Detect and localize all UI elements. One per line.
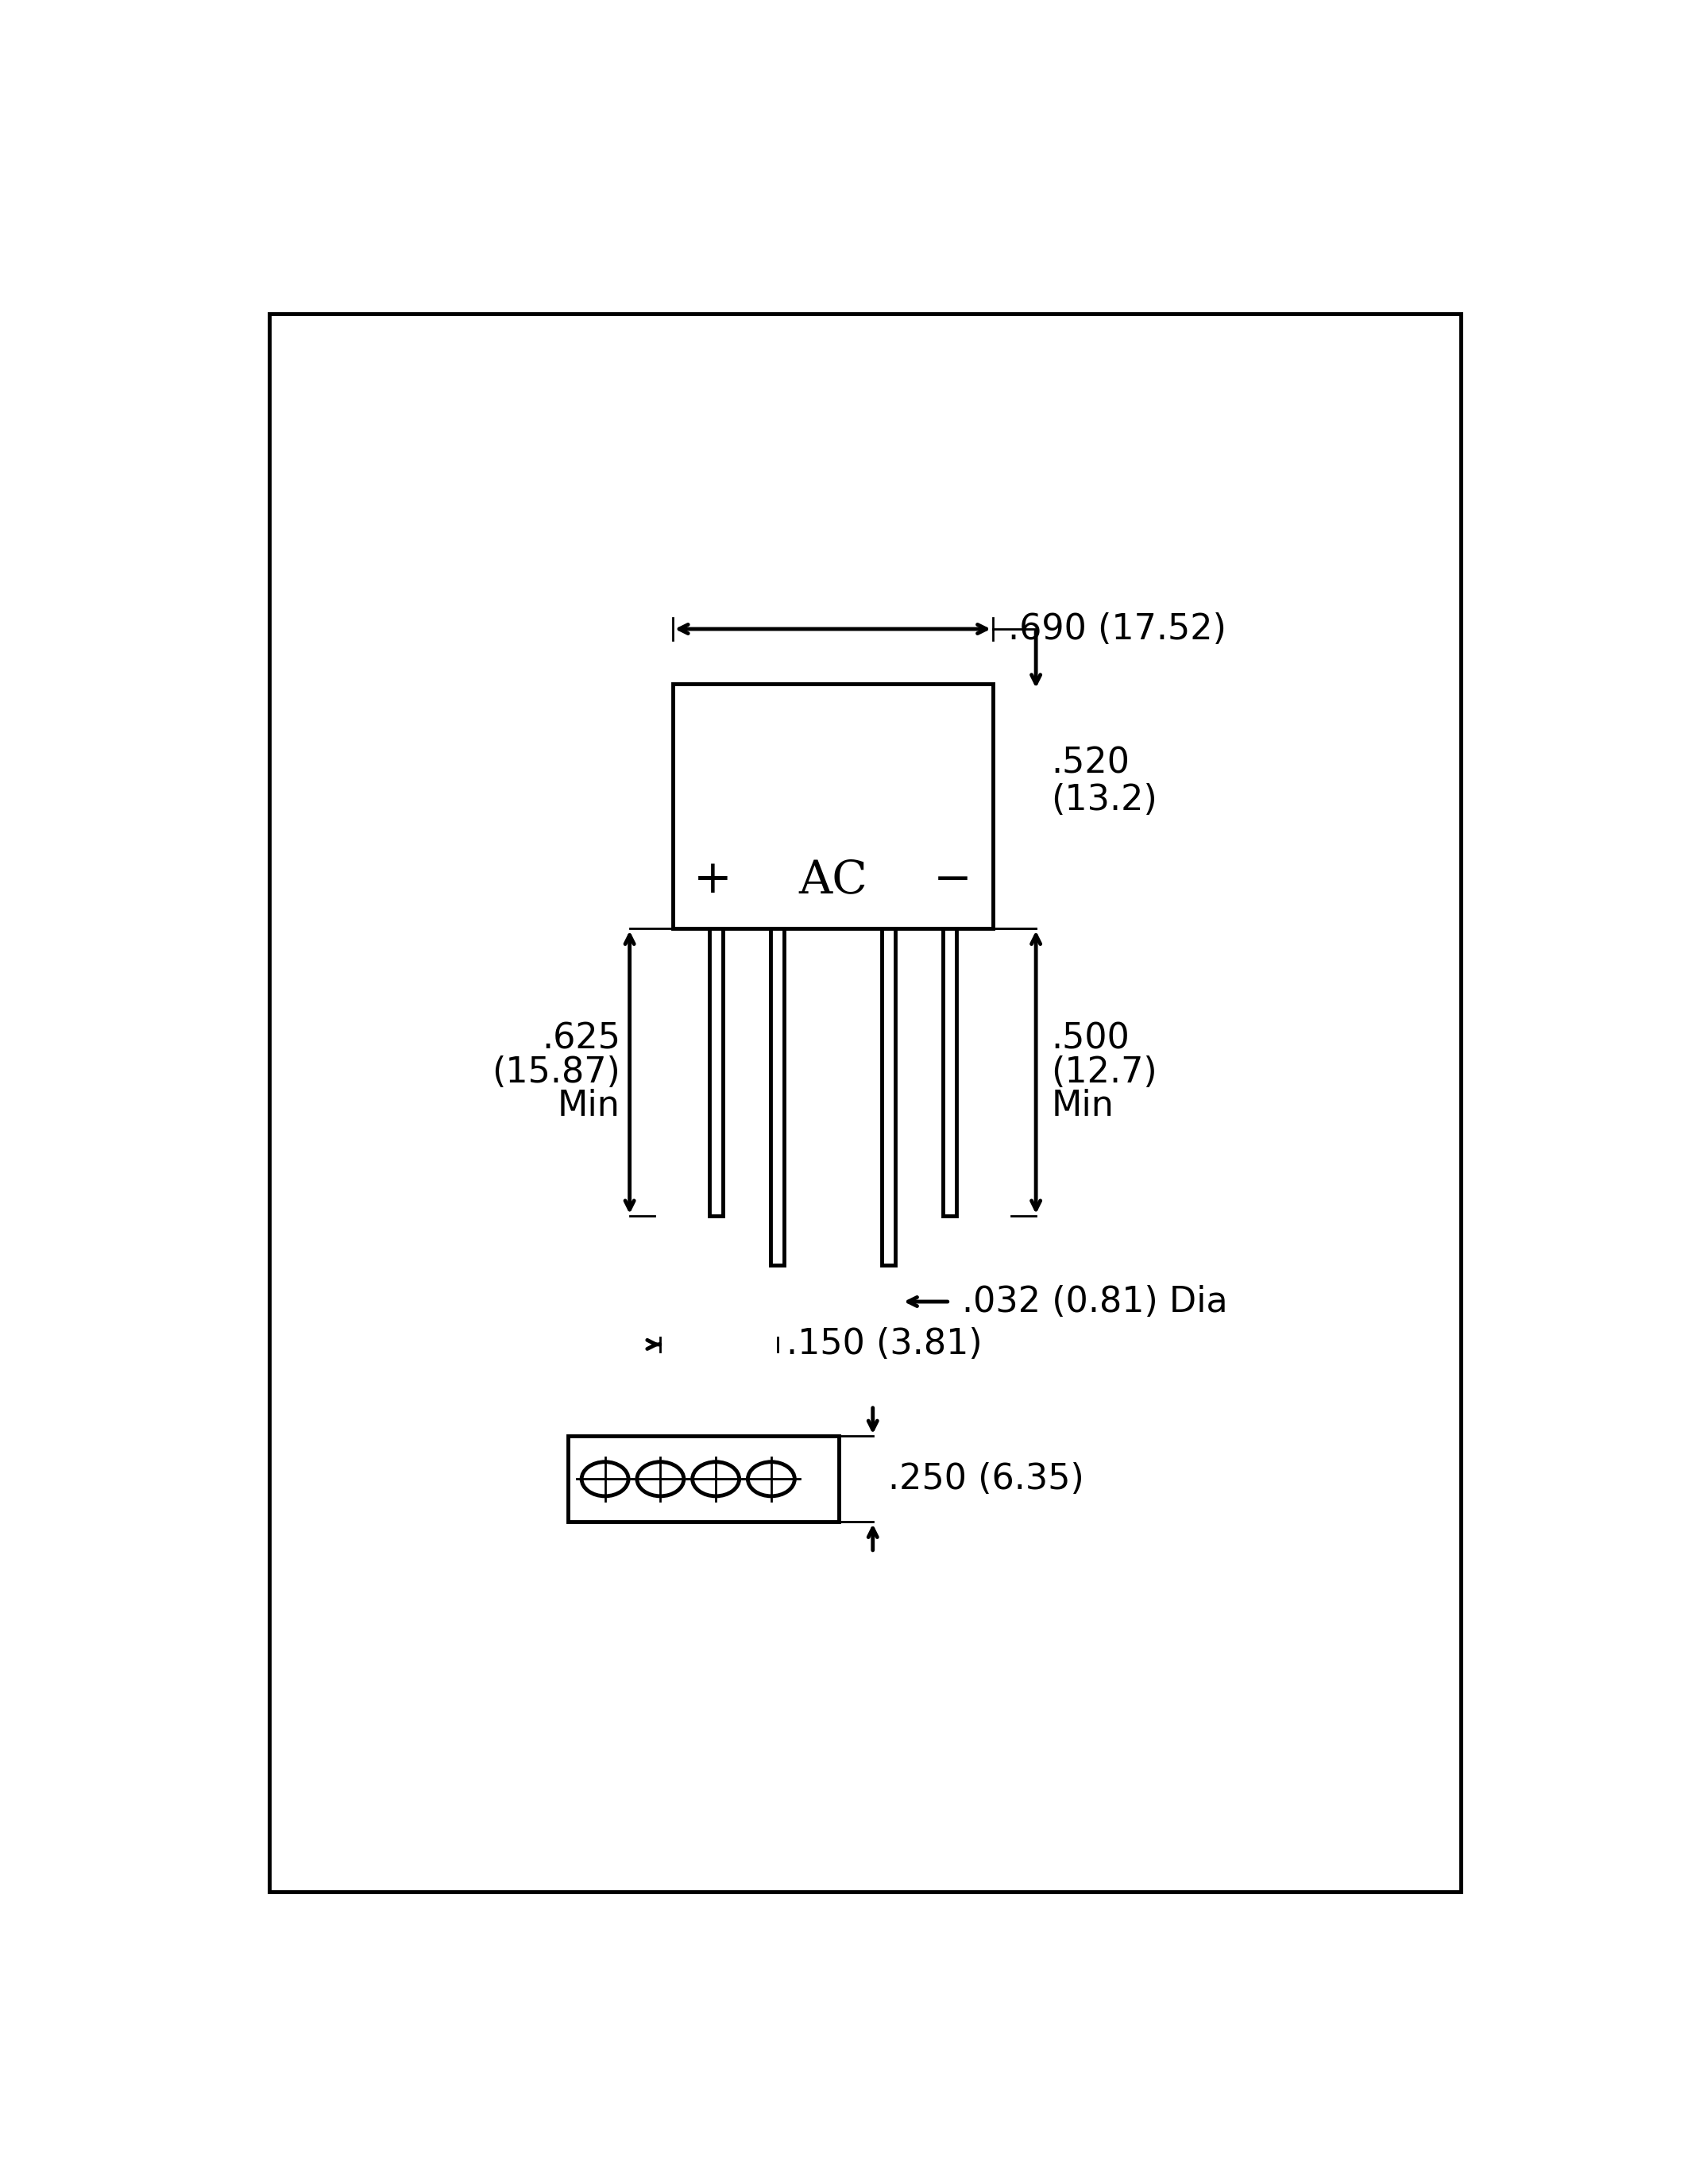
Text: (15.87): (15.87) xyxy=(491,1055,621,1090)
Text: AC: AC xyxy=(798,858,868,902)
Text: Min: Min xyxy=(557,1090,621,1123)
Text: .150 (3.81): .150 (3.81) xyxy=(787,1328,982,1361)
Text: +: + xyxy=(694,858,733,902)
Bar xyxy=(771,928,785,1265)
Text: .032 (0.81) Dia: .032 (0.81) Dia xyxy=(962,1284,1227,1319)
Text: .250 (6.35): .250 (6.35) xyxy=(888,1461,1084,1496)
Bar xyxy=(674,684,993,928)
Bar xyxy=(944,928,957,1216)
Ellipse shape xyxy=(582,1461,628,1496)
Text: .690 (17.52): .690 (17.52) xyxy=(1008,612,1227,646)
Text: (12.7): (12.7) xyxy=(1052,1055,1158,1090)
Ellipse shape xyxy=(692,1461,739,1496)
Text: (13.2): (13.2) xyxy=(1052,784,1158,817)
Text: −: − xyxy=(933,858,972,902)
Text: .625: .625 xyxy=(542,1022,621,1055)
Ellipse shape xyxy=(748,1461,795,1496)
Text: .520: .520 xyxy=(1052,747,1129,780)
Bar xyxy=(569,1437,839,1522)
Ellipse shape xyxy=(636,1461,684,1496)
Bar xyxy=(709,928,722,1216)
Text: Min: Min xyxy=(1052,1090,1114,1123)
Text: .500: .500 xyxy=(1052,1022,1129,1055)
Bar xyxy=(881,928,895,1265)
